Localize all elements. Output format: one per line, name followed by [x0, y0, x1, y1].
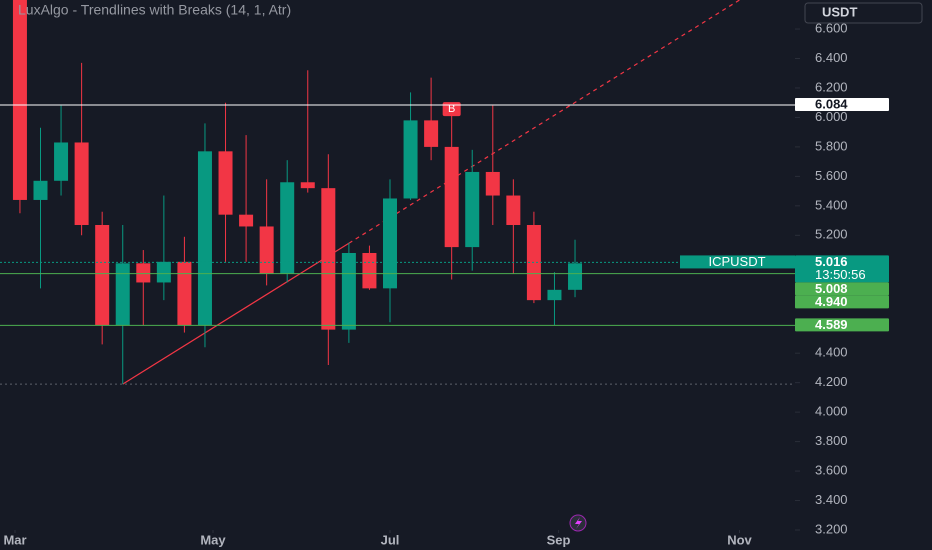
price-label: 5.008	[815, 281, 848, 296]
y-tick-label: 6.400	[815, 50, 848, 65]
y-tick-label: 3.800	[815, 433, 848, 448]
candle-body	[197, 151, 212, 326]
x-tick-label: May	[200, 532, 226, 547]
y-tick-label: 4.200	[815, 374, 848, 389]
candle-body	[33, 180, 48, 200]
break-label: B	[448, 103, 455, 115]
candle-body	[362, 252, 377, 289]
candle-body	[218, 151, 233, 215]
y-tick-label: 3.600	[815, 462, 848, 477]
y-tick-label: 3.400	[815, 492, 848, 507]
candle-body	[239, 214, 254, 227]
candle-body	[465, 171, 480, 248]
price-label: 5.016	[815, 254, 848, 269]
currency-box[interactable]	[804, 2, 923, 24]
candle-body	[300, 182, 315, 189]
price-label-box	[795, 98, 889, 112]
candle-body	[341, 252, 356, 330]
candle-body	[136, 263, 151, 283]
candle-body	[156, 261, 171, 283]
candle-body	[54, 142, 69, 181]
candle-body	[280, 182, 295, 274]
price-label: 6.084	[815, 96, 848, 111]
countdown: 13:50:56	[815, 267, 866, 282]
y-tick-label: 5.400	[815, 197, 848, 212]
price-label-box	[795, 318, 889, 332]
candle-body	[95, 224, 110, 326]
lightning	[575, 517, 582, 529]
candle-body	[74, 142, 89, 225]
currency[interactable]: USDT	[822, 4, 857, 19]
candle-body	[259, 226, 274, 274]
y-tick-label: 5.800	[815, 138, 848, 153]
plot-area: B	[12, 0, 740, 385]
candle-body	[485, 171, 500, 196]
candle-body	[444, 146, 459, 248]
x-tick-label: Nov	[727, 532, 752, 547]
x-tick-label: Mar	[3, 532, 26, 547]
series: B	[12, 0, 740, 385]
y-tick-label: 4.000	[815, 404, 848, 419]
price-label-box	[795, 255, 889, 283]
symbol-box	[680, 255, 795, 269]
y-tick-label: 3.200	[815, 521, 848, 536]
break-box	[442, 102, 461, 117]
candle-body	[177, 261, 192, 326]
y-tick-label: 6.000	[815, 109, 848, 124]
price-label: 4.940	[815, 294, 848, 309]
candle-body	[321, 188, 336, 330]
y-tick-label: 6.200	[815, 79, 848, 94]
x-tick-label: Jul	[381, 532, 400, 547]
candle-body	[424, 120, 439, 147]
x-tick-label: Sep	[547, 532, 571, 547]
candle-body	[382, 198, 397, 289]
symbol-label: ICPUSDT	[708, 254, 765, 269]
y-tick-label: 5.600	[815, 168, 848, 183]
candle-body	[403, 120, 418, 199]
chart-title: LuxAlgo - Trendlines with Breaks (14, 1,…	[18, 2, 291, 18]
price-label: 4.589	[815, 317, 848, 332]
candle-body	[115, 263, 130, 326]
candle-body	[547, 289, 562, 301]
candle-body	[506, 195, 521, 225]
price-label-box	[795, 282, 889, 296]
y-tick-label: 5.200	[815, 227, 848, 242]
trendline	[122, 242, 350, 385]
candle-body	[568, 263, 583, 290]
candle-body	[12, 0, 27, 200]
y-tick-label: 6.600	[815, 20, 848, 35]
price-label-box	[795, 295, 889, 309]
y-tick-label: 4.400	[815, 345, 848, 360]
